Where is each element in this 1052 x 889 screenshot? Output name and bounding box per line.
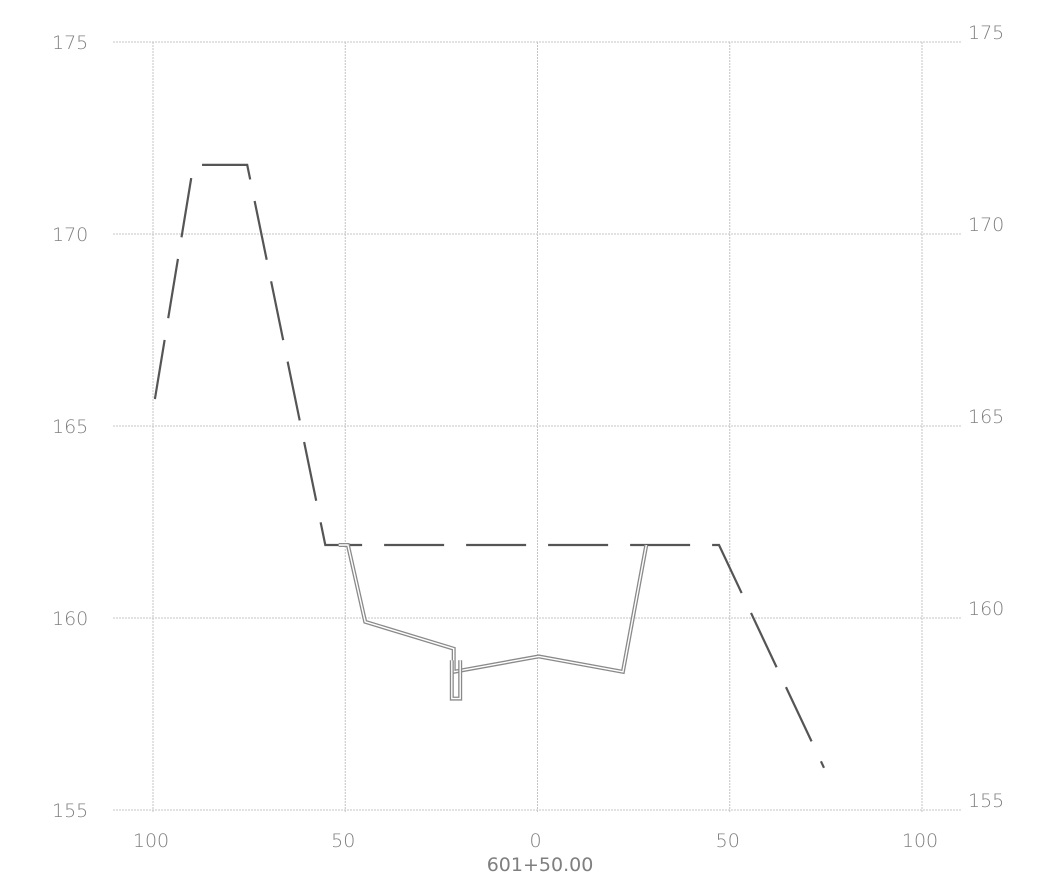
y-tick-label-right: 165 [968,406,1004,428]
y-tick-label-left: 160 [52,608,88,630]
plot-series [153,163,825,769]
x-tick-label: 100 [133,830,169,852]
x-tick-label: 50 [716,830,740,852]
grid [113,41,962,813]
proposed-section-line-inner [338,544,647,673]
station-label: 601+50.00 [487,854,594,876]
axis-labels: 155 155 160 160 165 165 170 170 175 175 100 50 0 50 10… [52,22,1004,852]
x-tick-label: 100 [902,830,938,852]
x-tick-label: 0 [529,830,541,852]
proposed-ditch-line [449,660,463,701]
y-tick-label-left: 175 [52,32,88,54]
proposed-ditch-line-inner [451,660,461,700]
x-tick-label: 50 [331,830,355,852]
y-tick-label-right: 175 [968,22,1004,44]
y-tick-label-left: 155 [52,800,88,822]
proposed-section-line [338,543,649,675]
y-tick-label-right: 160 [968,598,1004,620]
y-tick-label-right: 155 [968,790,1004,812]
y-tick-label-left: 170 [52,224,88,246]
y-tick-label-left: 165 [52,416,88,438]
y-tick-label-right: 170 [968,214,1004,236]
existing-ground-line [153,163,825,769]
